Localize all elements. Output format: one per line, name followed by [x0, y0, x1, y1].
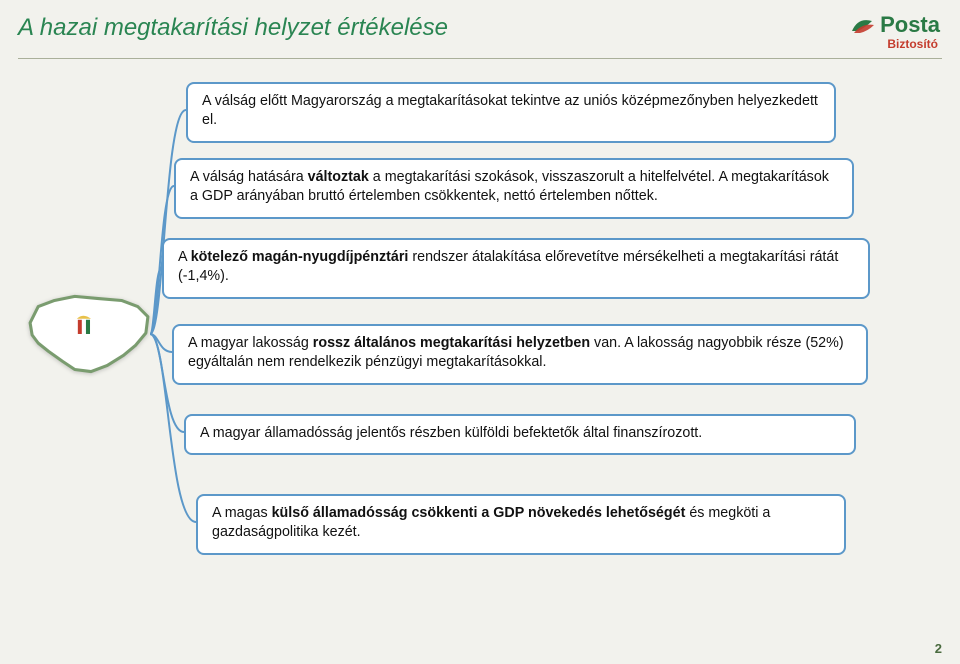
hungary-map — [24, 292, 154, 378]
info-box-4: A magyar lakosság rossz általános megtak… — [172, 324, 868, 385]
content-area: A válság előtt Magyarország a megtakarít… — [0, 62, 960, 642]
page-title: A hazai megtakarítási helyzet értékelése — [18, 14, 448, 42]
info-box-1: A válság előtt Magyarország a megtakarít… — [186, 82, 836, 143]
page-number: 2 — [935, 641, 942, 656]
info-box-5: A magyar államadósság jelentős részben k… — [184, 414, 856, 455]
info-box-6: A magas külső államadósság csökkenti a G… — [196, 494, 846, 555]
info-box-2: A válság hatására változtak a megtakarít… — [174, 158, 854, 219]
coat-of-arms-icon — [77, 316, 91, 334]
logo-top-row: Posta — [848, 14, 940, 36]
logo-text-secondary: Biztosító — [887, 38, 938, 50]
header: A hazai megtakarítási helyzet értékelése… — [0, 0, 960, 56]
header-divider — [18, 58, 942, 59]
brand-logo: Posta Biztosító — [848, 14, 940, 50]
info-box-3: A kötelező magán-nyugdíjpénztári rendsze… — [162, 238, 870, 299]
logo-text-primary: Posta — [880, 14, 940, 36]
posta-leaf-icon — [848, 15, 876, 35]
